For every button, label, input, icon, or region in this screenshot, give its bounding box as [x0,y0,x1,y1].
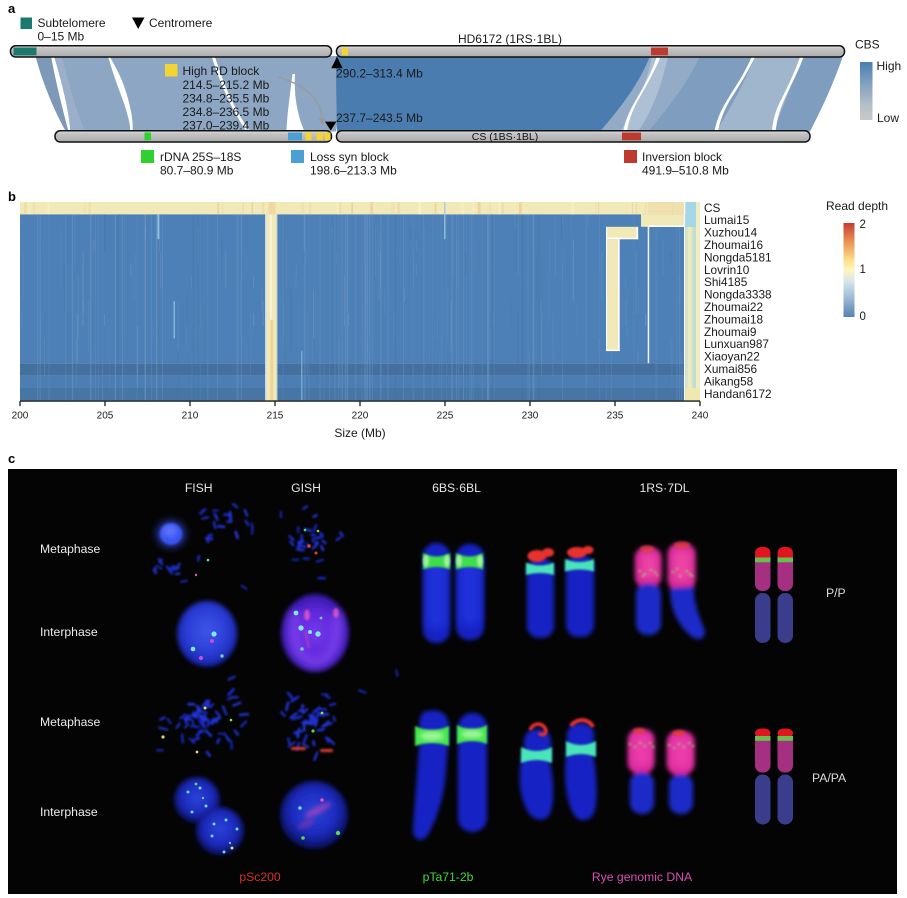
svg-text:Aikang58: Aikang58 [704,374,754,388]
svg-text:FISH: FISH [185,481,213,495]
svg-text:Zhoumai9: Zhoumai9 [704,325,756,339]
svg-text:234.8–236.5 Mb: 234.8–236.5 Mb [183,105,270,119]
svg-text:240: 240 [692,411,709,422]
svg-text:Interphase: Interphase [40,805,98,819]
svg-text:Size (Mb): Size (Mb) [334,426,385,440]
svg-text:rDNA 25S–18S: rDNA 25S–18S [160,150,241,164]
svg-text:High: High [877,59,902,73]
svg-text:CS: CS [704,201,721,215]
svg-text:Lunxuan987: Lunxuan987 [704,337,769,351]
svg-text:0–15 Mb: 0–15 Mb [38,30,85,44]
svg-text:234.8–235.5 Mb: 234.8–235.5 Mb [183,92,270,106]
svg-text:Low: Low [877,111,899,125]
svg-text:Xumai856: Xumai856 [704,362,758,376]
svg-text:GISH: GISH [291,481,321,495]
svg-text:290.2–313.4 Mb: 290.2–313.4 Mb [336,67,423,81]
svg-text:230: 230 [522,411,539,422]
svg-text:200: 200 [12,411,29,422]
svg-text:Rye genomic DNA: Rye genomic DNA [592,870,693,884]
svg-text:Subtelomere: Subtelomere [38,16,106,30]
svg-text:237.7–243.5 Mb: 237.7–243.5 Mb [336,111,423,125]
svg-text:pTa71-2b: pTa71-2b [423,870,474,884]
svg-text:0: 0 [860,311,866,323]
svg-text:491.9–510.8 Mb: 491.9–510.8 Mb [642,164,729,178]
svg-text:210: 210 [182,411,199,422]
svg-text:High RD block: High RD block [183,64,261,78]
svg-text:235: 235 [607,411,624,422]
svg-text:215: 215 [267,411,284,422]
svg-text:1RS·7DL: 1RS·7DL [639,481,689,495]
svg-text:205: 205 [97,411,114,422]
svg-text:Zhoumai22: Zhoumai22 [704,300,763,314]
svg-text:Xiaoyan22: Xiaoyan22 [704,350,760,364]
svg-text:Loss syn block: Loss syn block [310,150,390,164]
svg-text:Handan6172: Handan6172 [704,387,772,401]
svg-text:c: c [8,451,15,466]
svg-text:220: 220 [352,411,369,422]
svg-text:2: 2 [860,219,866,231]
svg-text:Inversion block: Inversion block [642,150,723,164]
svg-text:HD6172 (1RS·1BL): HD6172 (1RS·1BL) [458,32,562,46]
svg-text:Zhoumai18: Zhoumai18 [704,312,763,326]
svg-text:Interphase: Interphase [40,625,98,639]
svg-text:1: 1 [860,264,866,276]
svg-text:225: 225 [437,411,454,422]
svg-text:CS (1BS·1BL): CS (1BS·1BL) [472,131,539,143]
svg-text:pSc200: pSc200 [239,870,281,884]
svg-text:Nongda5181: Nongda5181 [704,250,772,264]
svg-text:6BS·6BL: 6BS·6BL [432,481,481,495]
svg-text:a: a [8,1,16,16]
svg-text:P/P: P/P [826,586,846,600]
svg-text:Zhoumai16: Zhoumai16 [704,238,763,252]
svg-text:214.5–215.2 Mb: 214.5–215.2 Mb [183,78,270,92]
svg-text:Read depth: Read depth [826,199,888,213]
svg-text:Metaphase: Metaphase [40,715,101,729]
svg-text:198.6–213.3 Mb: 198.6–213.3 Mb [310,164,397,178]
svg-text:b: b [8,189,16,204]
svg-text:Metaphase: Metaphase [40,542,101,556]
svg-text:PA/PA: PA/PA [812,771,847,785]
svg-text:Lumai15: Lumai15 [704,213,750,227]
svg-text:Shi4185: Shi4185 [704,275,748,289]
svg-text:CBS: CBS [855,38,880,52]
svg-text:Centromere: Centromere [149,16,213,30]
svg-text:Nongda3338: Nongda3338 [704,288,772,302]
svg-text:Lovrin10: Lovrin10 [704,263,750,277]
svg-text:237.0–239.4 Mb: 237.0–239.4 Mb [183,119,270,133]
svg-text:80.7–80.9 Mb: 80.7–80.9 Mb [160,164,234,178]
svg-text:Xuzhou14: Xuzhou14 [704,226,758,240]
